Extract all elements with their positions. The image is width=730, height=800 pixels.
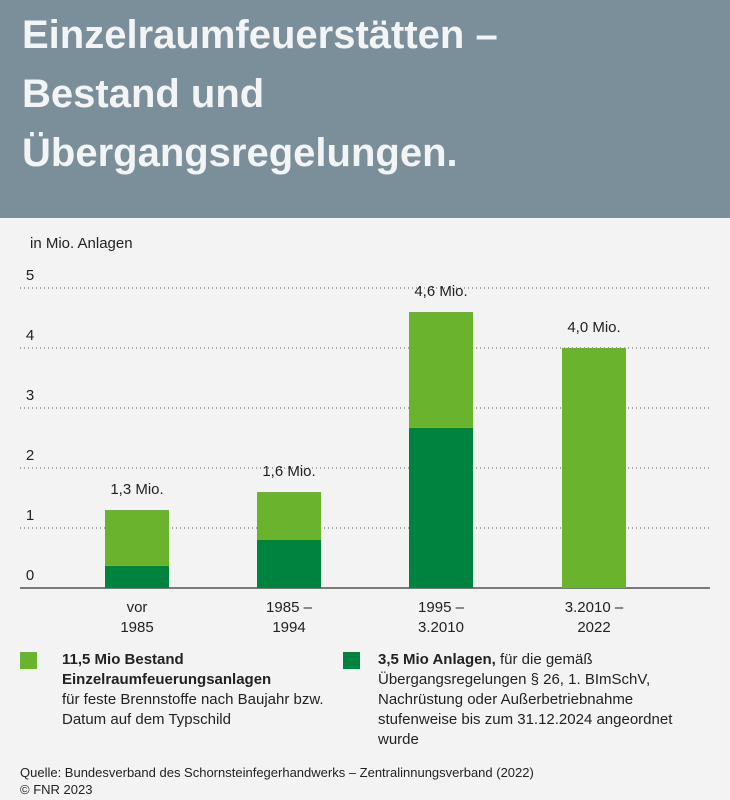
bar-segment — [105, 565, 169, 588]
source: Quelle: Bundesverband des Schornsteinfeg… — [20, 765, 534, 780]
legend-swatch — [343, 652, 360, 669]
y-tick-label: 2 — [26, 447, 34, 464]
legend-text: 11,5 Mio Bestand Einzelraumfeuerungsanla… — [62, 650, 327, 730]
title-line: Übergangsregelungen. — [22, 130, 458, 175]
bar-segment — [409, 427, 473, 588]
bar-segment — [257, 540, 321, 588]
legend-description: für feste Brennstoffe nach Baujahr bzw. … — [62, 691, 324, 728]
y-tick-label: 5 — [26, 267, 34, 284]
legend-swatch — [20, 652, 37, 669]
header-background — [0, 0, 730, 218]
bar-segment — [409, 312, 473, 428]
y-tick-label: 3 — [26, 387, 34, 404]
total-label: 1,6 Mio. — [262, 463, 315, 480]
x-tick-label: 1985 – — [266, 599, 313, 616]
y-tick-label: 0 — [26, 567, 34, 584]
total-label: 4,0 Mio. — [567, 319, 620, 336]
legend-name: 3,5 Mio Anlagen, — [378, 651, 496, 668]
copyright: © FNR 2023 — [20, 782, 92, 797]
x-tick-label: vor — [127, 599, 148, 616]
y-tick-label: 1 — [26, 507, 34, 524]
total-label: 4,6 Mio. — [414, 283, 467, 300]
total-label: 1,3 Mio. — [110, 481, 163, 498]
legend-item: 11,5 Mio Bestand Einzelraumfeuerungsanla… — [20, 650, 325, 760]
bar-segment — [562, 348, 626, 588]
bar-segment — [257, 492, 321, 540]
legend-text: 3,5 Mio Anlagen, für die gemäß Übergangs… — [378, 650, 698, 750]
x-tick-label: 3.2010 — [418, 619, 464, 636]
x-tick-label: 1995 – — [418, 599, 465, 616]
title-line: Bestand und — [22, 72, 264, 116]
x-tick-label: 1985 — [120, 619, 153, 636]
legend-description: für die gemäß Übergangsregelungen § 26, … — [378, 651, 673, 748]
bar-segment — [105, 510, 169, 566]
legend-item: 3,5 Mio Anlagen, für die gemäß Übergangs… — [343, 650, 703, 760]
y-tick-label: 4 — [26, 327, 34, 344]
x-tick-label: 2022 — [577, 619, 610, 636]
x-tick-label: 1994 — [272, 619, 305, 636]
title-line: Einzelraumfeuerstätten – — [22, 13, 498, 57]
legend-name: 11,5 Mio Bestand Einzelraumfeuerungsanla… — [62, 651, 272, 688]
y-axis-label: in Mio. Anlagen — [30, 235, 133, 252]
x-tick-label: 3.2010 – — [565, 599, 624, 616]
